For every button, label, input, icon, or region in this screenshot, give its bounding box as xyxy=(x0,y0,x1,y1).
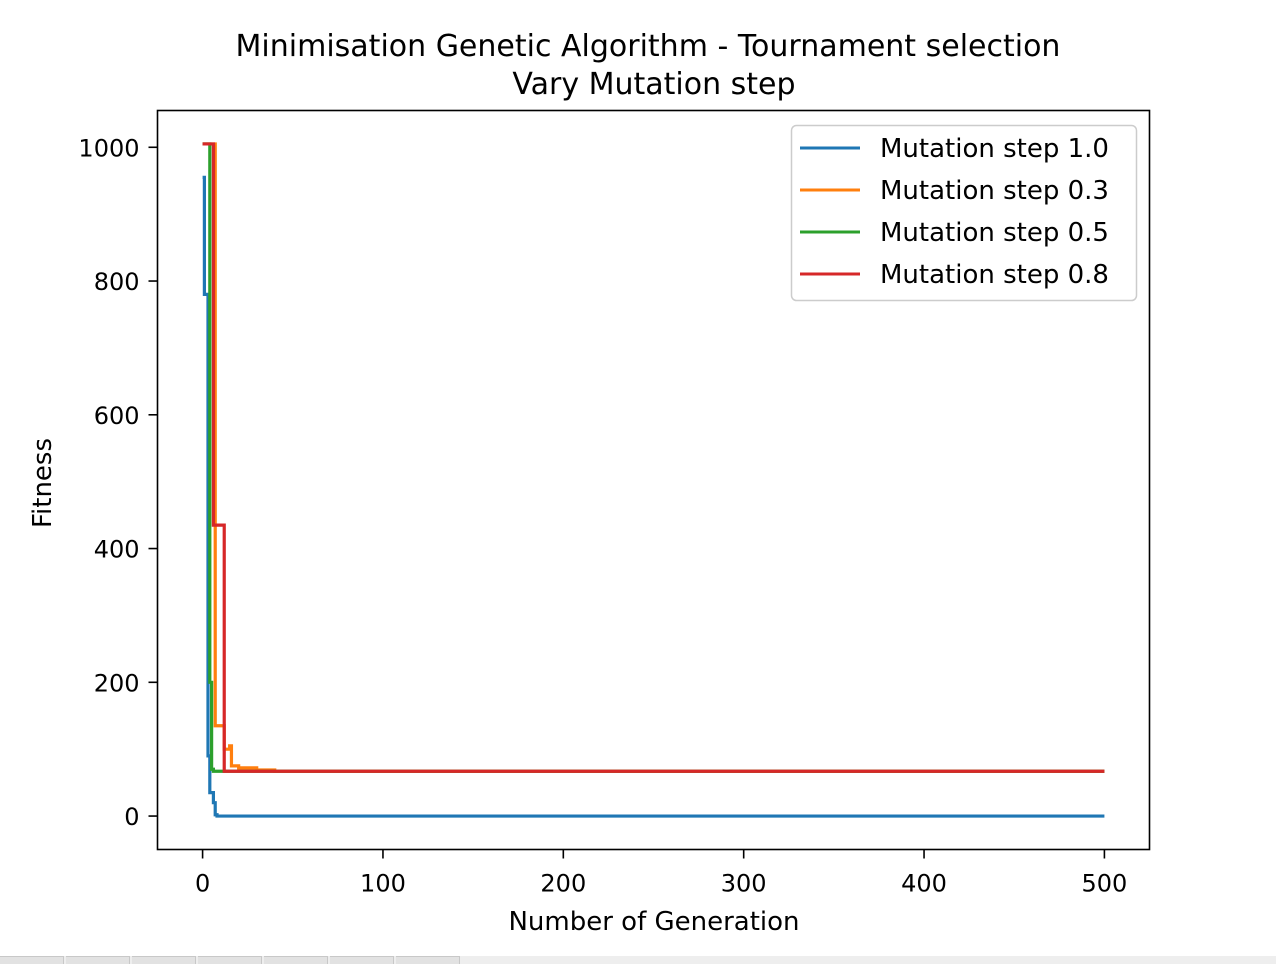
x-tick-label: 500 xyxy=(1082,870,1128,898)
strip-tab[interactable] xyxy=(132,956,196,964)
series-lines xyxy=(202,142,1105,818)
y-axis-label: Fitness xyxy=(28,438,58,528)
strip-tab[interactable] xyxy=(396,956,460,964)
x-axis-label: Number of Generation xyxy=(508,907,799,937)
strip-tab[interactable] xyxy=(330,956,394,964)
y-tick-label: 400 xyxy=(94,536,140,564)
strip-tab[interactable] xyxy=(198,956,262,964)
chart-title: Minimisation Genetic Algorithm - Tournam… xyxy=(236,29,1061,64)
x-tick-label: 200 xyxy=(540,870,586,898)
y-tick-label: 0 xyxy=(124,803,139,831)
y-axis-ticks: 0 200 400 600 800 1000 xyxy=(78,134,158,831)
legend-label-0: Mutation step 1.0 xyxy=(880,134,1109,164)
series-line-0 xyxy=(202,175,1105,818)
plot-frame xyxy=(156,109,1151,851)
window-bottom-strip xyxy=(0,956,1276,964)
strip-tab[interactable] xyxy=(66,956,130,964)
legend-label-3: Mutation step 0.8 xyxy=(880,260,1109,290)
x-tick-label: 300 xyxy=(721,870,767,898)
y-tick-label: 600 xyxy=(94,402,140,430)
x-axis-ticks: 0 100 200 300 400 500 xyxy=(195,849,1128,898)
strip-tab[interactable] xyxy=(0,956,64,964)
legend-label-1: Mutation step 0.3 xyxy=(880,176,1109,206)
series-line-3 xyxy=(202,142,1105,773)
chart-subtitle: Vary Mutation step xyxy=(512,67,795,102)
y-tick-label: 200 xyxy=(94,669,140,697)
y-tick-label: 800 xyxy=(94,268,140,296)
legend-box xyxy=(790,124,1138,302)
x-tick-label: 0 xyxy=(195,870,210,898)
strip-tab[interactable] xyxy=(264,956,328,964)
y-tick-label: 1000 xyxy=(78,134,139,162)
x-tick-label: 400 xyxy=(901,870,947,898)
legend: Mutation step 1.0 Mutation step 0.3 Muta… xyxy=(790,124,1138,302)
legend-label-2: Mutation step 0.5 xyxy=(880,218,1109,248)
x-tick-label: 100 xyxy=(360,870,406,898)
